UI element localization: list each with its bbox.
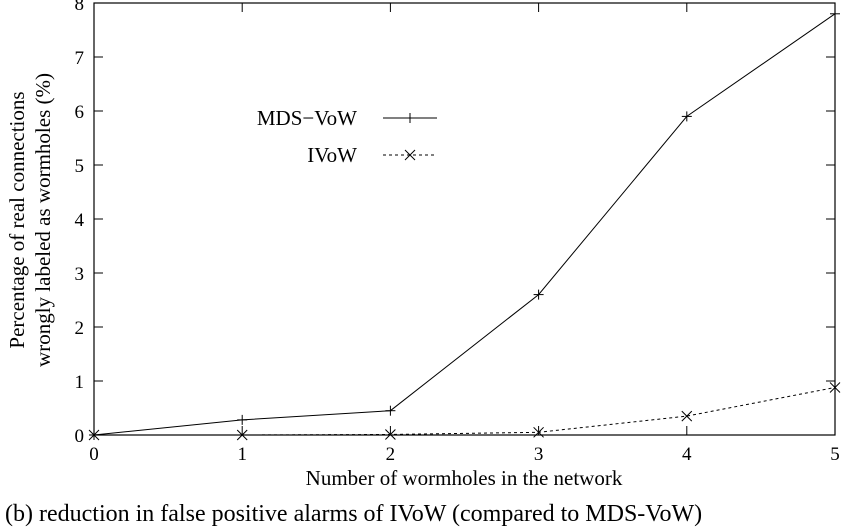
x-tick-label: 2: [386, 444, 396, 465]
series-1-point-d2: [533, 426, 544, 438]
x-tick-label: 4: [682, 444, 692, 465]
x-tick-label: 1: [237, 444, 247, 465]
series-line-0: [93, 13, 836, 436]
legend-label: IVoW: [307, 143, 357, 167]
x-tick-label: 3: [534, 444, 544, 465]
x-tick-label: 0: [89, 444, 99, 465]
y-axis-title-line-1: Percentage of real connections: [5, 91, 29, 348]
figure-caption: (b) reduction in false positive alarms o…: [5, 501, 702, 527]
y-tick-label: 1: [75, 372, 85, 393]
legend-marker-d2: [404, 149, 416, 161]
series-1-point-d2: [236, 429, 248, 441]
y-tick-label: 0: [75, 426, 85, 447]
y-axis-title-line-2: wrongly labeled as wormholes (%): [31, 73, 55, 367]
y-tick-label: 8: [75, 0, 85, 15]
series-1-point-d2: [829, 382, 841, 393]
plot-frame: [93, 2, 836, 436]
y-tick-label: 3: [75, 264, 85, 285]
legend: MDS−VoW IVoW: [257, 106, 437, 167]
x-axis: 0 1 2 3 4 5: [89, 3, 840, 465]
legend-label: MDS−VoW: [257, 106, 357, 130]
series-1-point-d2: [681, 410, 693, 422]
series-line-1: [94, 386, 836, 436]
y-tick-label: 2: [75, 318, 85, 339]
series-1-point-d2: [385, 429, 396, 440]
y-tick-label: 6: [75, 102, 85, 123]
y-tick-label: 5: [75, 156, 85, 177]
series-layer: [88, 8, 841, 441]
series-1-point-d2: [88, 429, 100, 441]
x-axis-title: Number of wormholes in the network: [306, 466, 623, 490]
x-tick-label: 5: [830, 444, 840, 465]
y-tick-label: 7: [75, 48, 85, 69]
y-axis: 0 1 2 3 4 5 6 7 8: [75, 0, 835, 447]
y-tick-label: 4: [75, 210, 85, 231]
